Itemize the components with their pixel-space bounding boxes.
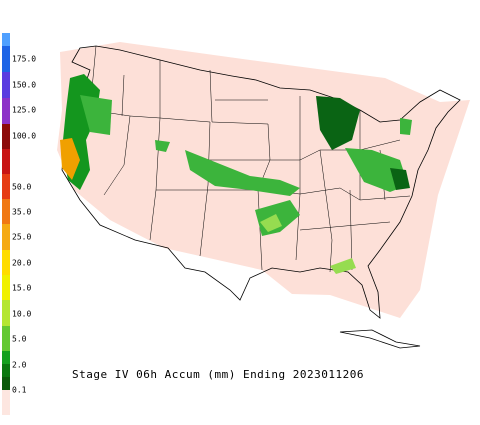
colorbar-swatches (2, 33, 10, 415)
colorbar-labels: 175.0 150.0 125.0 100.0 50.0 35.0 25.0 20.0 15.0… (12, 55, 36, 395)
colorbar-label: 25.0 (12, 233, 31, 242)
colorbar-label: 2.0 (12, 361, 27, 370)
cuba (339, 329, 421, 349)
colorbar-label: 20.0 (12, 259, 31, 268)
colorbar-label: 150.0 (12, 81, 36, 90)
colorbar-label: 125.0 (12, 106, 36, 115)
precipitation (60, 74, 412, 274)
colorbar-label: 15.0 (12, 284, 31, 293)
colorbar-label: 35.0 (12, 208, 31, 217)
colorbar-label: 175.0 (12, 55, 36, 64)
colorbar-label: 5.0 (12, 335, 27, 344)
map-title: Stage IV 06h Accum (mm) Ending 202301120… (72, 368, 364, 381)
colorbar-label: 100.0 (12, 132, 36, 141)
colorbar-label: 10.0 (12, 310, 31, 319)
colorbar-label: 50.0 (12, 183, 31, 192)
colorbar-label: 0.1 (12, 386, 27, 395)
coastline (61, 45, 461, 319)
